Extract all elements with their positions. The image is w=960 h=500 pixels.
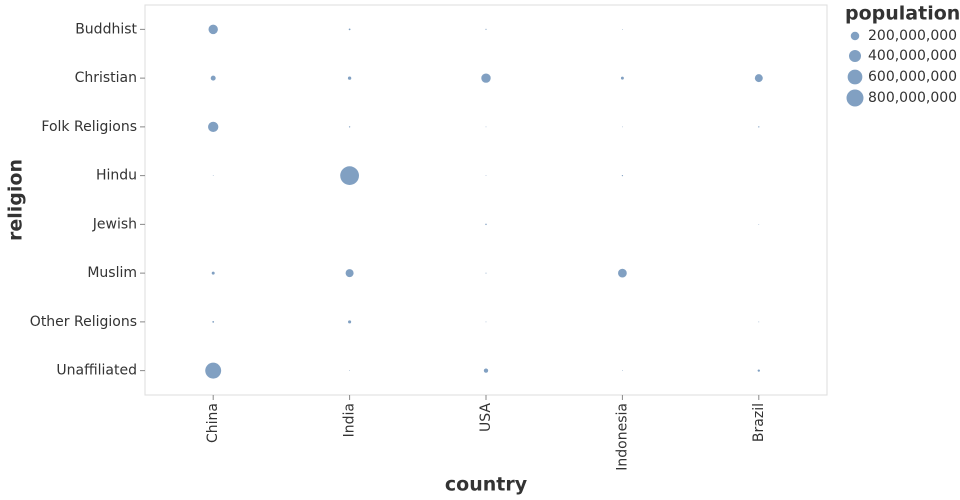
bubble (210, 75, 216, 81)
bubble (622, 28, 623, 30)
bubble (758, 321, 760, 323)
bubble (618, 268, 627, 278)
legend-symbol (850, 31, 860, 41)
bubble (347, 76, 352, 80)
y-tick-label: Other Religions (30, 314, 137, 330)
y-tick-label: Muslim (87, 265, 137, 281)
x-tick-label: Brazil (751, 403, 767, 442)
bubble (481, 73, 491, 83)
bubble (205, 362, 222, 379)
y-axis-title: religion (5, 159, 27, 241)
x-tick-label: Indonesia (614, 403, 630, 471)
x-tick-label: India (342, 403, 358, 437)
y-tick-label: Buddhist (75, 21, 137, 37)
x-tick-label: USA (478, 403, 494, 432)
bubble (485, 321, 487, 323)
bubble (212, 320, 215, 323)
bubble (485, 126, 487, 128)
bubble (348, 126, 351, 128)
legend-symbol (848, 49, 862, 63)
bubble (622, 370, 623, 372)
legend-label: 800,000,000 (868, 90, 957, 106)
bubble (758, 126, 760, 128)
bubble (621, 175, 624, 177)
bubble (485, 223, 487, 226)
y-tick-label: Jewish (92, 216, 137, 232)
bubble (340, 166, 359, 186)
bubble (483, 368, 489, 373)
bubble (485, 175, 487, 177)
y-tick-label: Unaffiliated (56, 363, 137, 379)
bubble (622, 126, 623, 128)
legend-symbol (846, 89, 864, 107)
bubble (754, 74, 763, 83)
y-tick-label: Folk Religions (41, 119, 137, 135)
y-tick-label: Christian (75, 70, 137, 86)
legend-label: 200,000,000 (868, 28, 957, 44)
legend-symbol (847, 69, 863, 85)
x-axis-title: country (445, 474, 528, 496)
bubble (208, 121, 219, 133)
bubble (211, 271, 215, 275)
bubble (485, 272, 487, 274)
legend-label: 600,000,000 (868, 69, 957, 85)
bubble (485, 28, 487, 30)
y-tick-label: Hindu (96, 168, 137, 184)
legend-label: 400,000,000 (868, 48, 957, 64)
legend-title: population (845, 3, 960, 25)
bubble (620, 76, 624, 80)
bubble (758, 223, 760, 225)
bubble (757, 369, 760, 372)
x-tick-label: China (205, 403, 221, 443)
bubble (348, 320, 352, 324)
bubble (345, 269, 354, 278)
plot-frame (144, 4, 828, 396)
bubble (349, 370, 350, 372)
bubble (212, 175, 214, 177)
bubble (348, 28, 351, 31)
bubble (208, 24, 218, 35)
